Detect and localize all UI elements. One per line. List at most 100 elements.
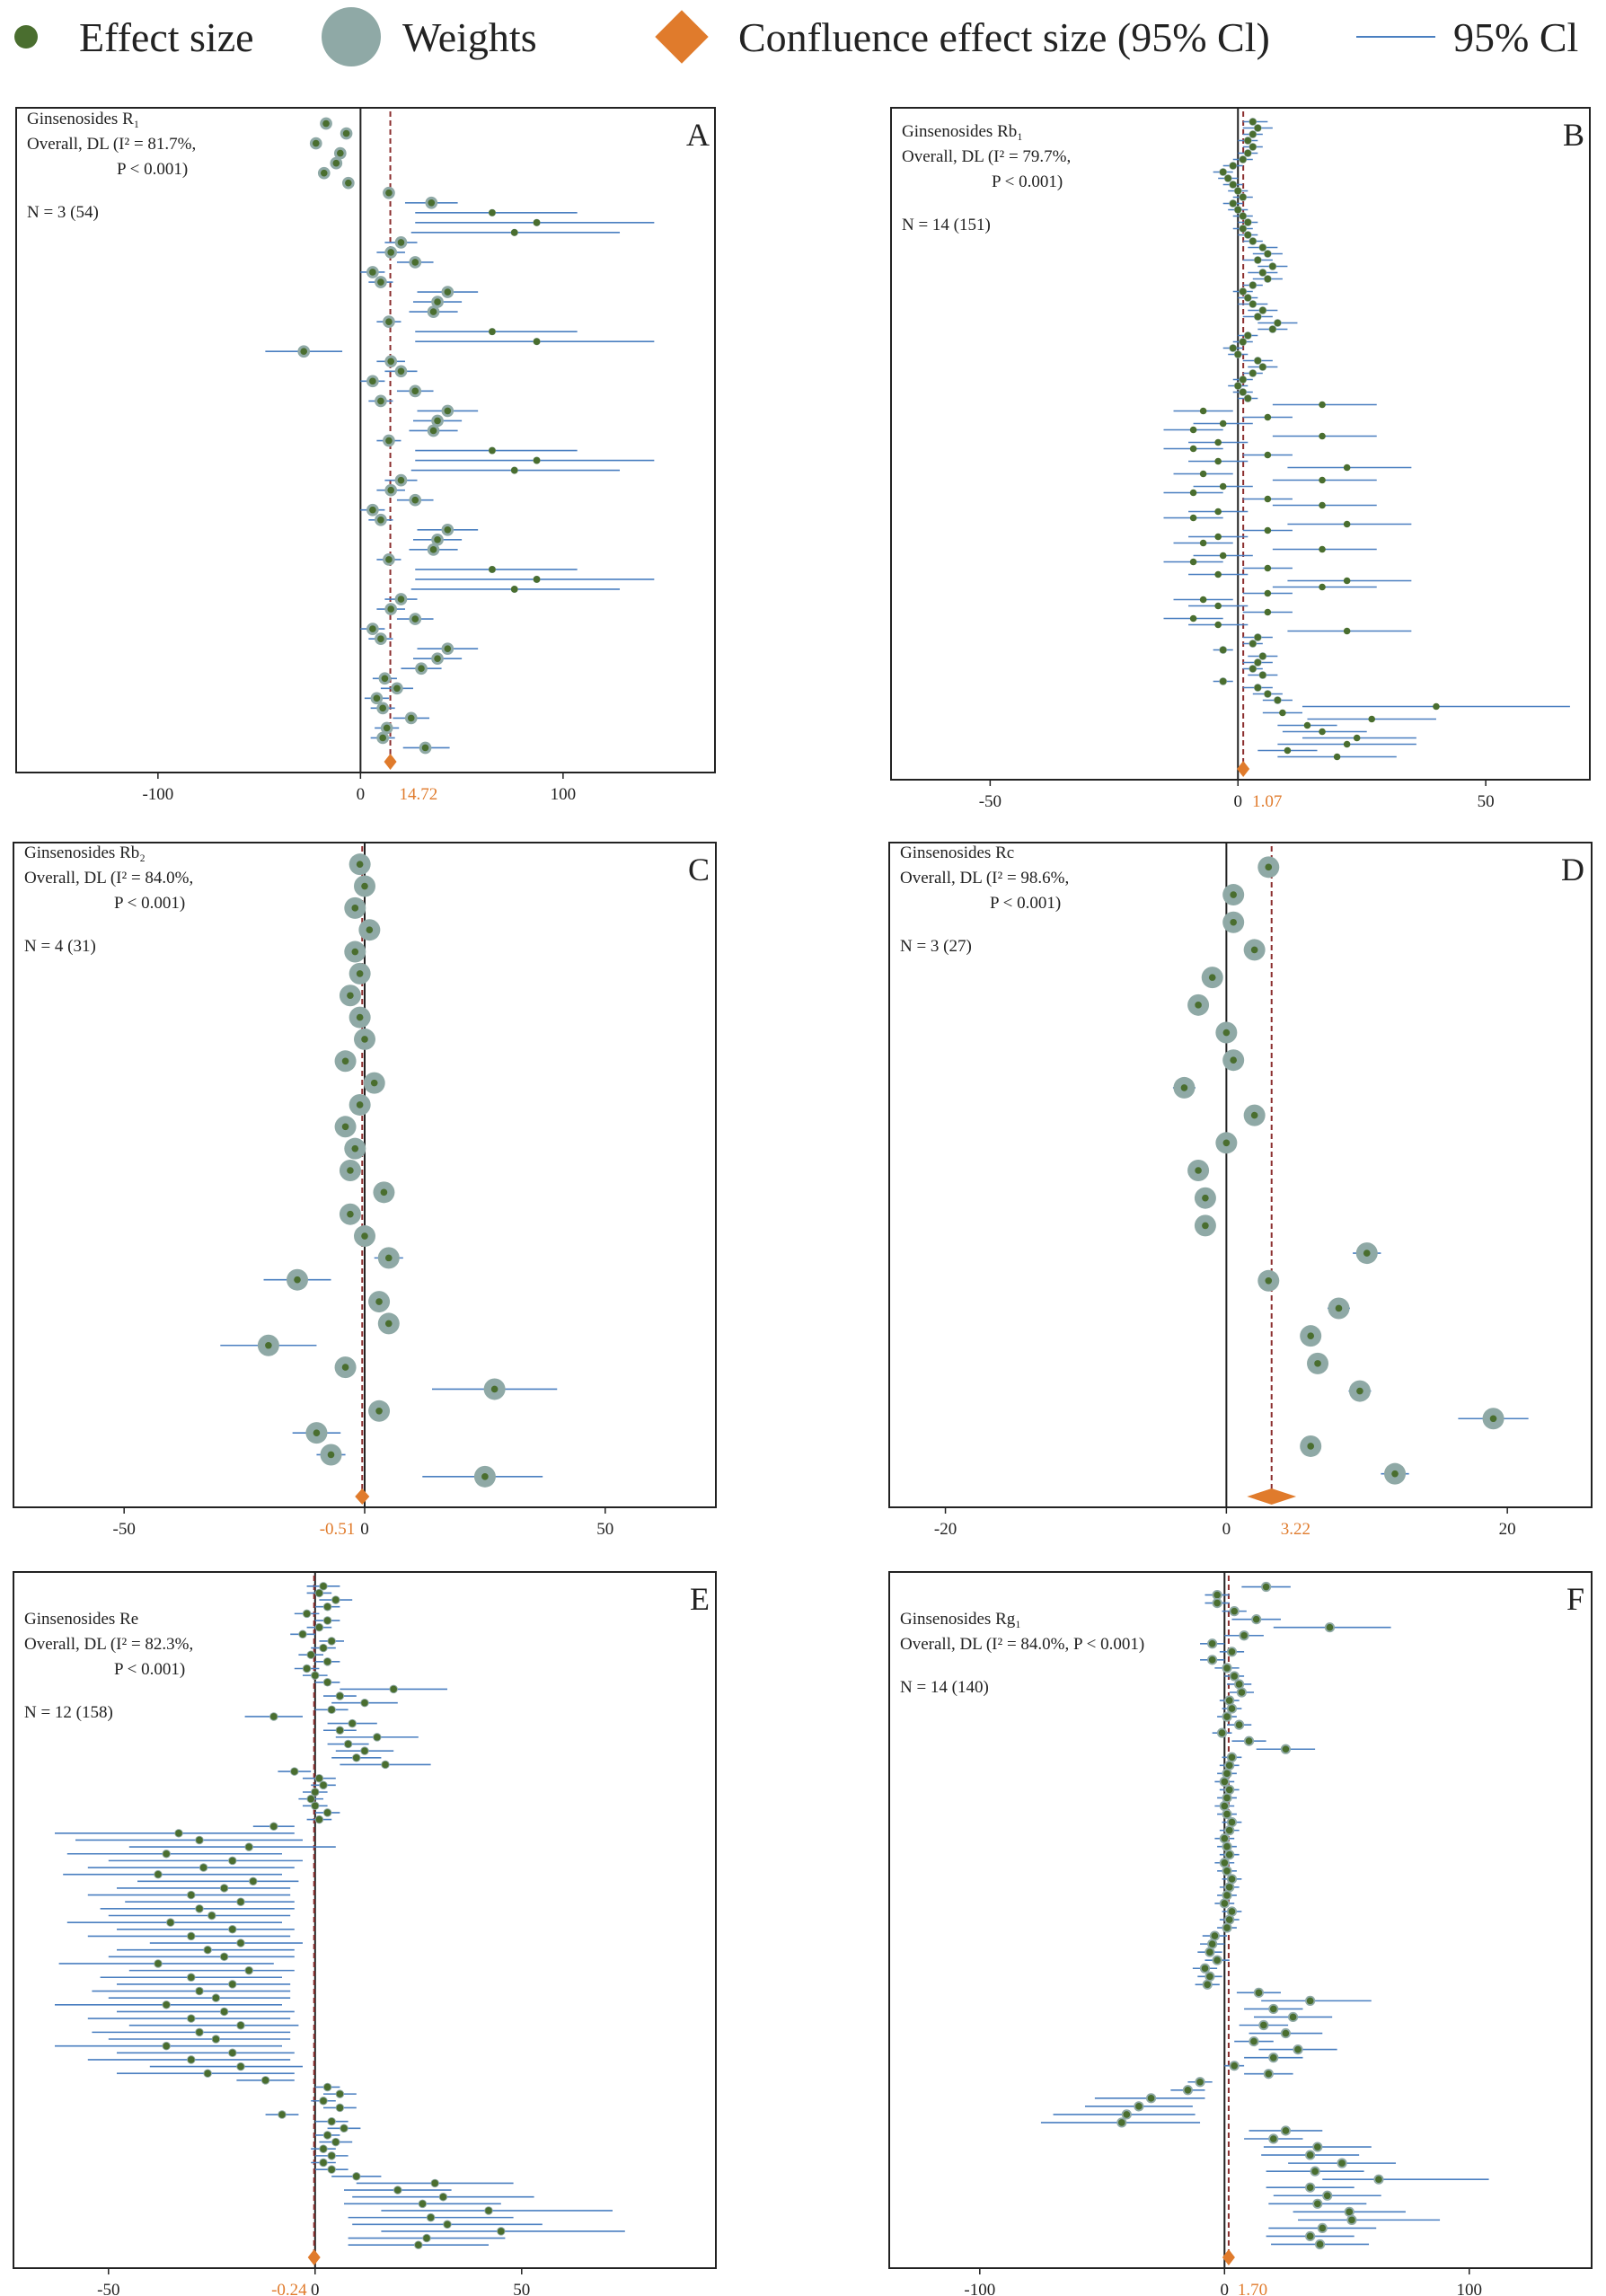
- annotation-line-2: Overall, DL (I² = 82.3%,: [24, 1635, 193, 1654]
- effect-size-point: [323, 1809, 331, 1816]
- effect-size-point: [356, 1013, 364, 1021]
- effect-size-point: [328, 2166, 336, 2173]
- effect-size-point: [444, 645, 452, 652]
- effect-size-point: [1244, 394, 1252, 402]
- effect-size-point: [361, 1699, 368, 1707]
- effect-size-point: [397, 367, 405, 375]
- effect-size-point: [356, 970, 364, 977]
- legend: Effect size Weights Confluence effect si…: [0, 0, 1606, 75]
- effect-size-point: [328, 2117, 336, 2125]
- effect-size-point: [1239, 287, 1247, 296]
- effect-size-point: [1264, 589, 1272, 597]
- effect-size-point: [381, 675, 389, 683]
- effect-size-point: [1223, 1770, 1231, 1778]
- effect-size-point: [1221, 1900, 1229, 1907]
- effect-size-point: [1239, 225, 1247, 233]
- effect-size-point: [228, 1981, 236, 1988]
- effect-size-point: [397, 476, 405, 484]
- x-tick-label: 0: [311, 2281, 320, 2296]
- effect-size-point: [228, 1857, 236, 1865]
- effect-size-point: [332, 159, 340, 167]
- panel-letter-b: B: [1563, 117, 1584, 153]
- effect-size-point: [320, 1583, 327, 1590]
- annotation-line-2: Overall, DL (I² = 79.7%,: [902, 147, 1071, 166]
- effect-size-point: [1223, 1924, 1231, 1931]
- effect-size-point: [1269, 2135, 1277, 2142]
- effect-size-point: [337, 149, 344, 157]
- effect-size-point: [1147, 2095, 1155, 2102]
- effect-size-point: [1311, 2168, 1319, 2175]
- effect-size-point: [385, 318, 393, 325]
- effect-size-point: [1264, 526, 1272, 534]
- effect-size-point: [1231, 1673, 1238, 1680]
- effect-size-point: [361, 1747, 368, 1754]
- pooled-diamond: [1247, 1488, 1297, 1505]
- effect-size-point: [1202, 1194, 1209, 1202]
- effect-size-point: [341, 1123, 349, 1131]
- x-tick-label: 0: [357, 785, 366, 804]
- effect-size-point: [1221, 1802, 1229, 1810]
- effect-size-point: [387, 486, 394, 494]
- effect-size-point: [489, 328, 496, 335]
- effect-size-point: [1294, 2045, 1302, 2053]
- effect-size-point: [1189, 445, 1197, 453]
- effect-size-point: [1254, 313, 1262, 321]
- pooled-value-label: 1.70: [1238, 2281, 1267, 2296]
- effect-size-point: [421, 744, 429, 752]
- effect-size-point: [1228, 1876, 1236, 1883]
- x-tick-label: 50: [513, 2281, 530, 2296]
- effect-size-point: [1343, 464, 1351, 472]
- effect-size-point: [1231, 2062, 1238, 2070]
- effect-size-point: [1230, 1056, 1237, 1064]
- annotation-line-4: N = 14 (151): [902, 216, 991, 234]
- effect-size-point: [1274, 696, 1282, 704]
- effect-size-point: [1264, 608, 1272, 616]
- effect-size-point: [510, 466, 518, 474]
- effect-size-point: [374, 1734, 381, 1741]
- effect-size-point: [510, 586, 518, 593]
- effect-size-point: [237, 1939, 244, 1947]
- effect-size-point: [1189, 514, 1197, 522]
- effect-size-point: [323, 2132, 331, 2139]
- x-tick-label: 50: [1478, 792, 1495, 811]
- effect-size-point: [312, 1802, 319, 1810]
- effect-size-point: [175, 1830, 182, 1837]
- effect-size-point: [1214, 508, 1222, 516]
- effect-size-point: [1259, 306, 1266, 314]
- effect-size-point: [1264, 495, 1272, 503]
- effect-size-point: [1223, 1665, 1231, 1672]
- plot-frame: [888, 842, 1593, 1508]
- effect-size-point: [154, 1870, 162, 1878]
- effect-size-point: [250, 1877, 257, 1885]
- effect-size-point: [380, 1188, 388, 1197]
- effect-size-point: [377, 397, 384, 405]
- effect-size-point: [1282, 2127, 1290, 2134]
- effect-size-point: [1218, 1729, 1226, 1736]
- pooled-diamond: [355, 1488, 370, 1505]
- effect-size-point: [1259, 363, 1266, 371]
- effect-size-point: [1252, 1615, 1260, 1623]
- effect-size-point: [429, 308, 437, 315]
- effect-size-point: [1204, 1981, 1212, 1989]
- pooled-diamond: [307, 2249, 321, 2265]
- effect-size-point: [1259, 243, 1266, 252]
- effect-size-point: [167, 1919, 174, 1926]
- effect-size-point: [196, 2028, 203, 2036]
- effect-size-point: [208, 1912, 216, 1920]
- legend-label-effect-size: Effect size: [79, 13, 254, 60]
- effect-size-point: [375, 1407, 383, 1415]
- effect-size-point: [332, 2138, 340, 2146]
- effect-size-point: [1254, 256, 1262, 264]
- effect-size-point: [1249, 665, 1257, 673]
- legend-item-pooled: Confluence effect size (95% Cl): [655, 5, 1270, 68]
- effect-size-point: [1223, 1794, 1231, 1802]
- legend-item-ci: 95% Cl: [1356, 5, 1578, 68]
- effect-size-point: [379, 704, 386, 712]
- effect-size-point: [265, 1341, 272, 1349]
- effect-size-point: [245, 1843, 253, 1850]
- effect-size-point: [1356, 1387, 1363, 1395]
- effect-size-point: [1244, 331, 1252, 340]
- effect-size-point: [261, 2077, 269, 2084]
- panel-letter-f: F: [1566, 1581, 1584, 1617]
